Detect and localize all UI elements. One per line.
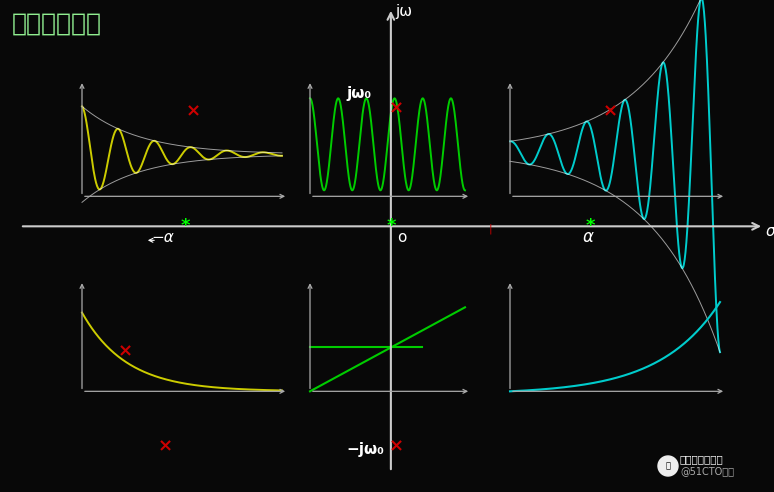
Text: *: * xyxy=(180,217,190,235)
Text: ×: × xyxy=(389,437,403,455)
Text: −jω₀: −jω₀ xyxy=(347,442,385,457)
Text: ×: × xyxy=(186,102,200,121)
Text: ×: × xyxy=(389,99,403,117)
Text: ×: × xyxy=(118,342,132,360)
Text: |: | xyxy=(488,223,491,234)
Text: o: o xyxy=(397,230,406,246)
Text: jω: jω xyxy=(395,4,412,19)
Text: ×: × xyxy=(602,102,618,121)
Text: *: * xyxy=(585,217,594,235)
Text: σ: σ xyxy=(766,224,774,239)
Text: ×: × xyxy=(157,437,173,455)
Text: 微: 微 xyxy=(666,461,670,470)
Text: @51CTO博客: @51CTO博客 xyxy=(680,466,734,476)
Text: jω₀: jω₀ xyxy=(347,86,372,101)
Circle shape xyxy=(658,456,678,476)
Text: α: α xyxy=(583,228,594,246)
Text: −α: −α xyxy=(152,230,174,246)
Text: *: * xyxy=(386,217,396,235)
Text: 全栈芯片工程师: 全栈芯片工程师 xyxy=(680,454,724,464)
Text: 几种典型情况: 几种典型情况 xyxy=(12,12,102,36)
